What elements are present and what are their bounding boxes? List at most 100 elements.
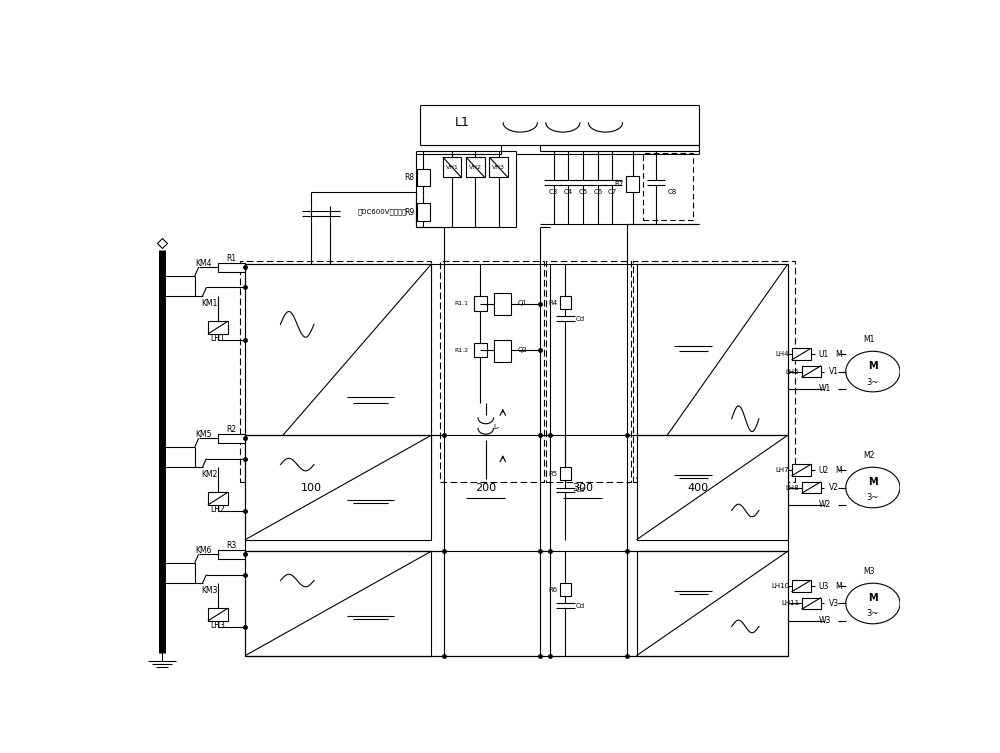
Text: R1.2: R1.2 [455,348,469,352]
Text: R3: R3 [226,541,236,550]
Text: R5: R5 [548,471,557,477]
Bar [245,264,431,479]
Text: V2: V2 [829,483,839,492]
Text: R1: R1 [226,254,236,263]
Bar [802,482,821,493]
Text: KM6: KM6 [195,546,211,555]
Circle shape [846,352,900,392]
Bar [417,203,430,221]
Bar [494,340,511,361]
Text: R1.1: R1.1 [455,301,469,306]
Bar [240,261,431,482]
Text: R8: R8 [404,173,414,181]
Bar [560,467,571,480]
Text: R4: R4 [548,300,557,306]
Text: M: M [835,349,842,358]
Bar [560,296,571,309]
Text: L1: L1 [455,116,470,129]
Text: 3~: 3~ [867,609,879,618]
Bar [417,169,430,186]
Text: Q2: Q2 [518,346,527,352]
Bar [466,157,485,178]
Bar [218,434,245,443]
Bar [637,435,788,540]
Text: W2: W2 [819,501,831,510]
Text: 100: 100 [300,483,322,492]
Text: 200: 200 [475,483,496,492]
Text: KM5: KM5 [195,430,211,439]
Text: Cd: Cd [576,487,585,493]
Text: M3: M3 [863,567,875,576]
Bar [218,263,245,272]
Text: C6: C6 [593,189,602,195]
Text: W3: W3 [819,617,831,626]
Bar [208,492,228,505]
Bar [245,435,431,540]
Text: VH1: VH1 [446,165,458,169]
Text: M: M [835,465,842,474]
Text: C3: C3 [549,189,558,195]
Text: C7: C7 [608,189,617,195]
Text: R2: R2 [226,425,236,434]
Bar [245,551,431,656]
Bar [443,157,461,178]
Bar [489,157,508,178]
Bar [494,294,511,316]
Text: U2: U2 [819,465,829,474]
Bar [637,264,788,479]
Bar [546,261,631,482]
Text: LH1: LH1 [211,334,225,343]
Text: LH3: LH3 [211,621,225,630]
Bar [208,321,228,334]
Text: M1: M1 [863,335,875,344]
Text: VH2: VH2 [469,165,482,169]
Text: VH3: VH3 [492,165,505,169]
Text: C8: C8 [668,189,677,195]
Text: R6: R6 [548,587,557,593]
Text: R9: R9 [404,208,414,217]
Text: C5: C5 [578,189,588,195]
Text: LH10: LH10 [771,583,789,589]
Bar [802,598,821,609]
Bar [218,550,245,559]
Text: M: M [868,593,878,602]
Bar [560,583,571,596]
Text: 3~: 3~ [867,493,879,502]
Text: C4: C4 [564,189,573,195]
Circle shape [846,584,900,623]
Text: R7: R7 [614,181,623,187]
Text: KM3: KM3 [201,586,217,595]
Text: V3: V3 [829,599,839,608]
Text: Q1: Q1 [518,300,527,306]
Text: W1: W1 [819,385,831,394]
Text: 300: 300 [572,483,593,492]
Bar [643,153,693,220]
Text: M2: M2 [863,451,875,460]
Text: LH7: LH7 [776,467,789,473]
Text: KM2: KM2 [201,470,217,479]
Bar [208,608,228,621]
Text: L-: L- [494,424,500,430]
Text: Cd: Cd [576,603,585,609]
Bar [792,349,811,360]
Bar [440,261,544,482]
Bar [792,581,811,592]
Text: KM1: KM1 [201,299,217,308]
Text: LH11: LH11 [781,600,799,606]
Text: U3: U3 [819,581,829,590]
Text: U1: U1 [819,349,829,358]
Text: Cd: Cd [576,316,585,322]
Text: V1: V1 [829,367,839,376]
Bar [802,366,821,377]
Text: M: M [868,477,878,486]
Text: LH4: LH4 [776,351,789,357]
Text: LH2: LH2 [211,505,225,514]
Text: 抽DC600V屏内电源: 抽DC600V屏内电源 [358,209,407,215]
Bar [474,296,487,311]
Text: M: M [835,581,842,590]
Bar [633,261,795,482]
Bar [637,551,788,656]
Bar [474,343,487,357]
Text: LH8: LH8 [786,484,799,490]
Text: 400: 400 [688,483,709,492]
